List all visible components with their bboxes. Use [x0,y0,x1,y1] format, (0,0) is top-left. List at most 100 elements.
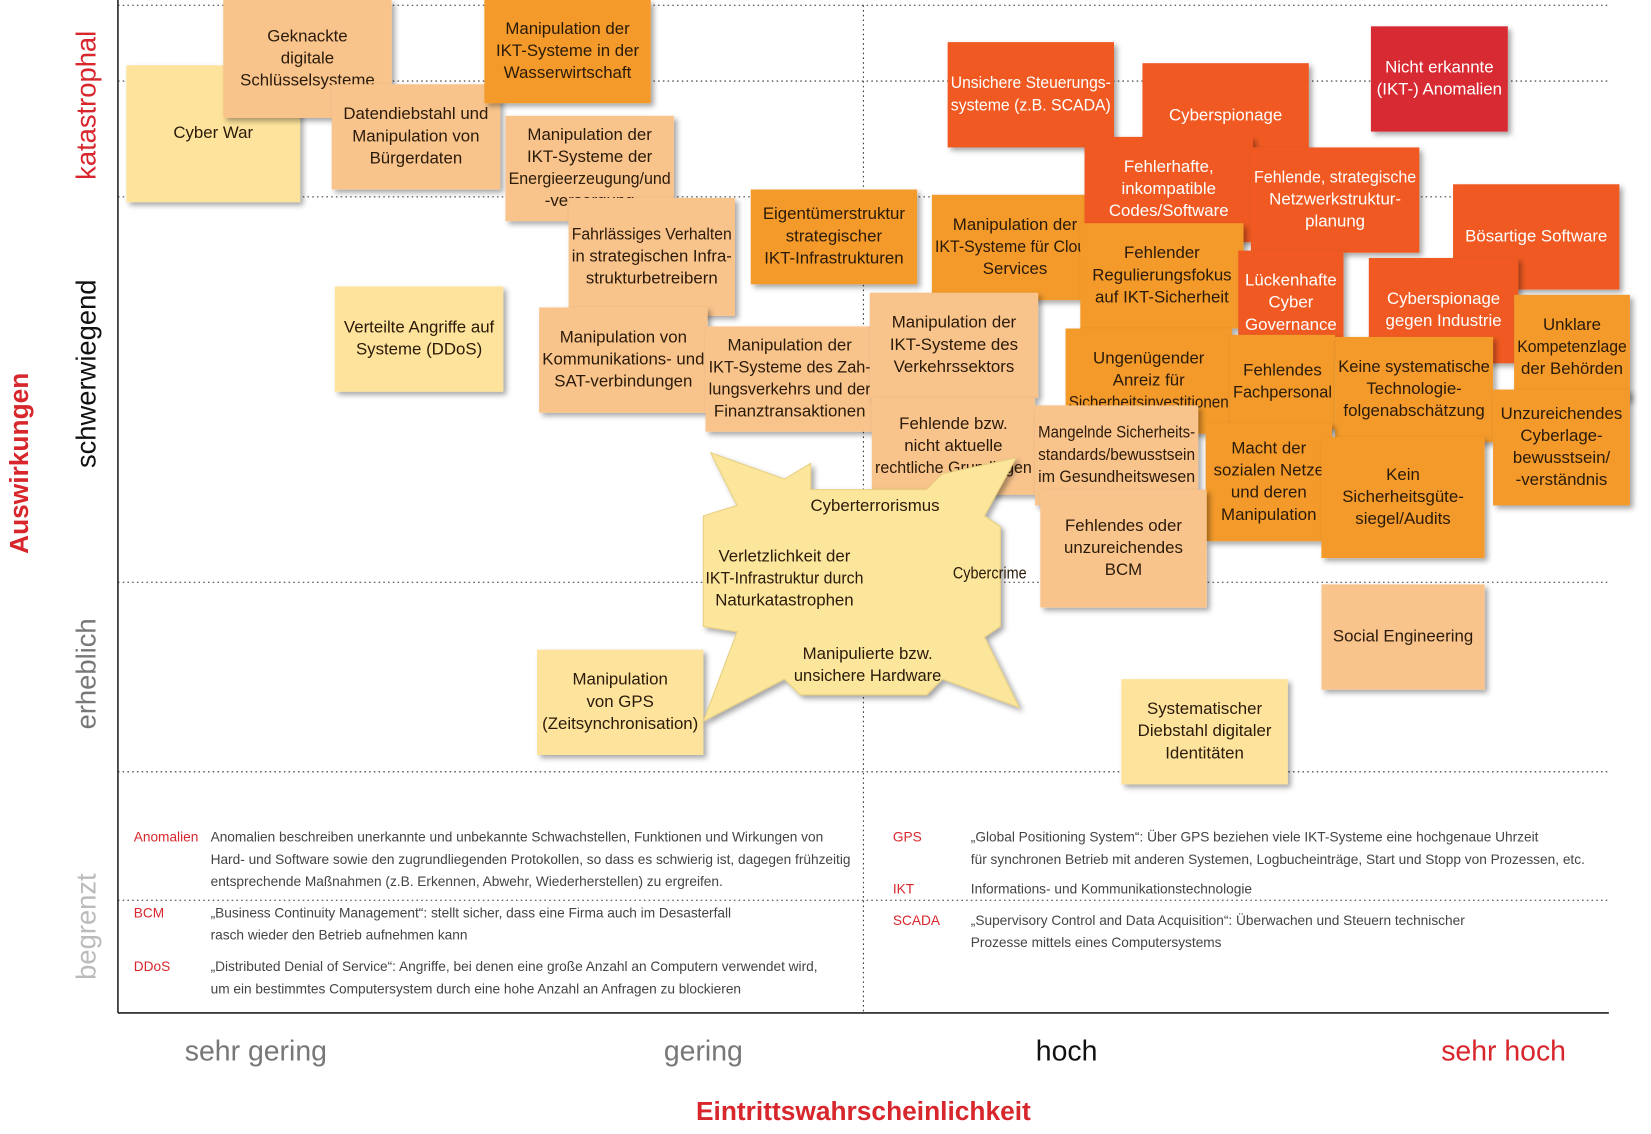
note: Mangelnde Sicherheits-standards/bewussts… [1035,405,1199,506]
note-box [750,189,918,285]
note-text: Datendiebstahl und [343,104,488,123]
note-text: Diebstahl digitaler [1138,721,1272,740]
note-text: Ungenügender [1093,349,1205,368]
note-text: Keine systematische [1338,357,1490,376]
note-box [536,649,704,755]
note-box [1040,489,1207,608]
note-text: planung [1305,212,1365,231]
y-level-label: begrenzt [71,873,102,980]
note-text: Wasserwirtschaft [504,63,632,82]
note-text: Verteilte Angriffe auf [344,317,495,336]
note-text: Systeme (DDoS) [356,340,482,359]
note: Unsichere Steuerungs-systeme (z.B. SCADA… [947,42,1115,148]
y-level-label: katastrophal [71,31,102,180]
glossary-desc: Prozesse mittels eines Computersystems [971,935,1222,950]
note-text: und deren [1231,483,1307,502]
note-box [705,326,874,432]
note-text: strategischer [786,226,883,245]
note-text: Fehlender [1124,243,1200,262]
note-text: Lückenhafte [1245,271,1337,290]
note-text: Unzureichendes [1501,404,1623,423]
glossary: Anomalien Anomalien beschreiben unerkannt… [134,830,1585,997]
note-text: Social Engineering [1333,626,1473,645]
note-text: IKT-Infrastrukturen [764,248,903,267]
note-text: Nicht erkannte [1385,57,1494,76]
y-level-label: schwerwiegend [71,279,102,468]
x-level-label: sehr hoch [1441,1035,1566,1067]
note-text: IKT-Systeme des Zah- [709,357,871,376]
note-text: Verkehrssektors [894,357,1015,376]
note-text: lungsverkehrs und der [709,380,872,399]
note-text: Cyberlage- [1520,426,1602,445]
note-box [1121,679,1288,785]
glossary-desc: „Business Continuity Management“: stellt… [211,906,732,921]
note-text: Kompetenzlage [1517,337,1627,356]
note-text: Geknackte [267,26,347,45]
note-box [1514,294,1630,401]
note-text: Cyber [1268,293,1313,312]
note-text: Manipulation [1221,505,1316,524]
cluster-text: Manipulierte bzw. [803,644,933,663]
note-box [1080,223,1244,329]
note: Manipulation von Kommunikations- und SAT-v… [539,307,708,413]
x-level-label: sehr gering [185,1035,327,1067]
cluster-text: Cyberterrorismus [810,496,939,515]
glossary-desc: „Supervisory Control and Data Acquisitio… [971,913,1465,928]
note-box [869,292,1039,399]
note-text: Kein [1386,465,1420,484]
y-level-label: erheblich [71,618,102,729]
note-text: Eigentümerstruktur [763,204,906,223]
note: Nicht erkannte (IKT-) Anomalien [1370,26,1508,132]
cluster-text: Naturkatastrophen [715,591,853,610]
note: Manipulation der IKT-Systeme in der Wasser… [484,0,651,104]
note-text: Anreiz für [1113,371,1185,390]
note-text: Manipulation der [527,125,652,144]
note: Keine systematische Technologie-folgenabs… [1335,336,1494,443]
note-box [1205,423,1332,542]
note: Manipulation der IKT-Systeme des Verkehrss… [869,292,1039,399]
glossary-desc: Anomalien beschreiben unerkannte und unb… [211,830,824,845]
note: Kein Sicherheitsgüte-siegel/Audits [1321,436,1485,559]
note-box [1035,405,1199,506]
note-text: Netzwerkstruktur- [1269,190,1401,209]
y-axis-title: Auswirkungen [4,373,34,554]
note: Fehlendes oder unzureichendes BCM [1040,489,1207,608]
note-text: Sicherheitsgüte- [1342,487,1464,506]
note-text: Manipulation der [505,19,630,38]
note-box [331,84,501,190]
glossary-term: SCADA [893,913,941,928]
note-text: SAT-verbindungen [554,372,692,391]
notes: Cyber WarGeknacktedigitaleSchlüsselsyste… [126,0,1630,785]
note-text: IKT-Systeme der [527,147,653,166]
glossary-desc: „Global Positioning System“: Über GPS be… [971,830,1539,845]
note-text: Fahrlässiges Verhalten [572,224,732,243]
note-box [539,307,708,413]
glossary-term: GPS [893,830,922,845]
note-text: (Zeitsynchronisation) [542,714,698,733]
note-text: IKT-Systeme des [890,335,1018,354]
glossary-desc: entsprechende Maßnahmen (z.B. Erkennen, … [211,874,723,889]
x-level-label: gering [664,1035,743,1067]
note-text: sozialen Netze [1214,461,1324,480]
note-text: Manipulation der [953,215,1078,234]
note-text: siegel/Audits [1355,509,1450,528]
note-text: -verständnis [1516,470,1608,489]
note-box [334,286,504,392]
note-text: Unsichere Steuerungs- [951,73,1111,92]
glossary-desc: Informations- und Kommunikationstechnolo… [971,881,1252,896]
center-cluster-shape [702,451,1021,723]
note-text: Fehlende bzw. [899,414,1008,433]
note-text: der Behörden [1521,359,1623,378]
glossary-desc: für synchronen Betrieb mit anderen Syste… [971,852,1585,867]
note-text: Fachpersonal [1233,383,1332,402]
note: Datendiebstahl und Manipulation von Bürger… [331,84,501,190]
note-text: in strategischen Infra- [572,246,732,265]
note-text: (IKT-) Anomalien [1377,79,1502,98]
cluster-text: IKT-Infrastruktur durch [705,569,863,588]
cluster-text: unsichere Hardware [794,666,941,685]
note-text: Bürgerdaten [370,148,463,167]
note-text: bewusstsein/ [1513,448,1611,467]
note: Fehlende, strategische Netzwerkstruktur-p… [1250,147,1420,253]
